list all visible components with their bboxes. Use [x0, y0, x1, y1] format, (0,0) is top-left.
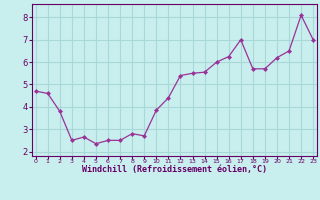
X-axis label: Windchill (Refroidissement éolien,°C): Windchill (Refroidissement éolien,°C) — [82, 165, 267, 174]
